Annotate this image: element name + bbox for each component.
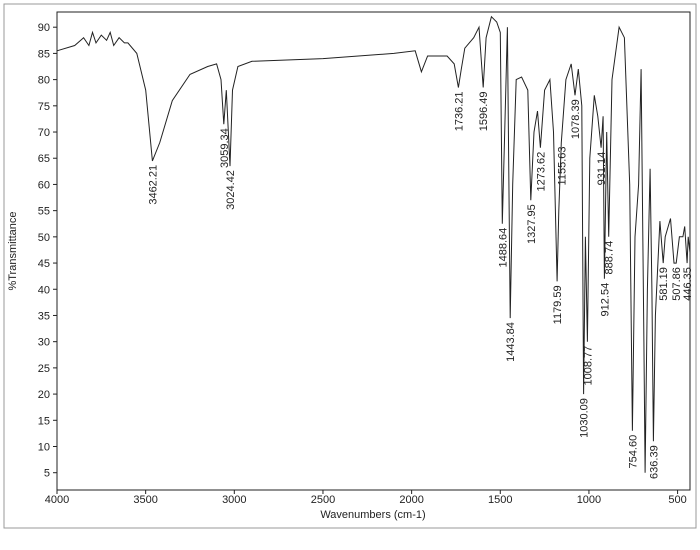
y-tick-label: 60 (38, 179, 50, 191)
peak-label: 754.60 (627, 435, 639, 469)
peak-label: 1155.63 (556, 147, 568, 186)
x-tick-label: 3000 (222, 494, 246, 506)
y-tick-label: 15 (38, 415, 50, 427)
y-tick-label: 20 (38, 389, 50, 401)
y-tick-label: 85 (38, 48, 50, 60)
y-axis-label: %Transmittance (7, 211, 19, 290)
frame (3, 3, 697, 529)
x-axis-label: Wavenumbers (cm-1) (320, 509, 425, 521)
y-tick-label: 10 (38, 441, 50, 453)
peak-label: 1596.49 (478, 92, 490, 132)
y-tick-label: 80 (38, 75, 50, 87)
y-tick-label: 90 (38, 22, 50, 34)
peak-label: 1008.77 (582, 346, 594, 386)
x-tick-label: 4000 (45, 494, 69, 506)
y-tick-label: 45 (38, 258, 50, 270)
peak-label: 1736.21 (453, 92, 465, 132)
x-tick-label: 2000 (399, 494, 423, 506)
peak-label: 3059.34 (219, 128, 231, 168)
peak-label: 3462.21 (147, 165, 159, 205)
peak-label: 888.74 (604, 241, 616, 275)
peak-label: 1273.62 (535, 152, 547, 192)
y-tick-label: 35 (38, 310, 50, 322)
peak-label: 931.14 (596, 152, 608, 186)
y-tick-label: 5 (44, 468, 50, 480)
peak-label: 1443.84 (505, 322, 517, 362)
peak-label: 581.19 (658, 267, 670, 301)
y-tick-label: 70 (38, 127, 50, 139)
peak-label: 3024.42 (225, 170, 237, 210)
x-tick-label: 3500 (133, 494, 157, 506)
y-tick-label: 65 (38, 153, 50, 165)
peak-label: 912.54 (599, 283, 611, 317)
peak-label: 446.35 (682, 267, 694, 301)
x-tick-label: 500 (668, 494, 686, 506)
y-tick-label: 50 (38, 232, 50, 244)
spectrum-line (56, 15, 691, 473)
y-tick-label: 40 (38, 284, 50, 296)
x-tick-label: 1500 (488, 494, 512, 506)
plot-frame (56, 11, 691, 491)
x-tick-label: 2500 (311, 494, 335, 506)
peak-label: 507.86 (671, 267, 683, 301)
peak-label: 1488.64 (497, 228, 509, 268)
y-tick-label: 25 (38, 363, 50, 375)
peak-label: 636.39 (648, 445, 660, 479)
y-tick-label: 75 (38, 101, 50, 113)
y-tick-label: 30 (38, 337, 50, 349)
y-tick-label: 55 (38, 206, 50, 218)
peak-label: 1179.59 (552, 285, 564, 324)
peak-label: 1030.09 (579, 398, 591, 438)
peak-label: 1327.95 (526, 204, 538, 244)
x-tick-label: 1000 (577, 494, 601, 506)
peak-label: 1078.39 (570, 99, 582, 139)
